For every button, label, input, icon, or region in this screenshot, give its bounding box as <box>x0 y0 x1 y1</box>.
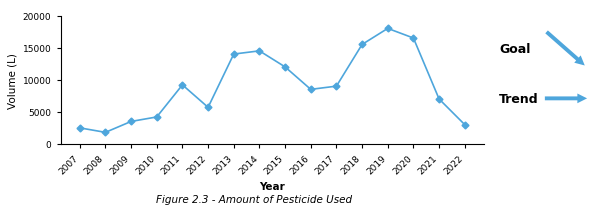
Volume <box>204 107 212 109</box>
Line: Volume: Volume <box>77 27 467 135</box>
Volume <box>436 98 443 101</box>
Volume <box>230 54 237 56</box>
Volume <box>179 84 186 87</box>
Text: Trend: Trend <box>499 92 538 105</box>
Volume <box>384 28 391 30</box>
X-axis label: Year: Year <box>260 181 285 191</box>
Y-axis label: Volume (L): Volume (L) <box>7 53 17 108</box>
Volume <box>128 121 135 123</box>
Volume <box>333 85 340 88</box>
Volume <box>461 124 468 126</box>
Volume <box>153 116 160 119</box>
Text: Goal: Goal <box>499 43 531 56</box>
Volume <box>256 50 263 53</box>
Text: Figure 2.3 - Amount of Pesticide Used: Figure 2.3 - Amount of Pesticide Used <box>156 194 352 204</box>
Volume <box>281 66 289 69</box>
Volume <box>307 89 315 91</box>
Volume <box>102 131 109 134</box>
Volume <box>410 37 417 40</box>
Volume <box>358 44 365 47</box>
Volume <box>76 127 83 130</box>
